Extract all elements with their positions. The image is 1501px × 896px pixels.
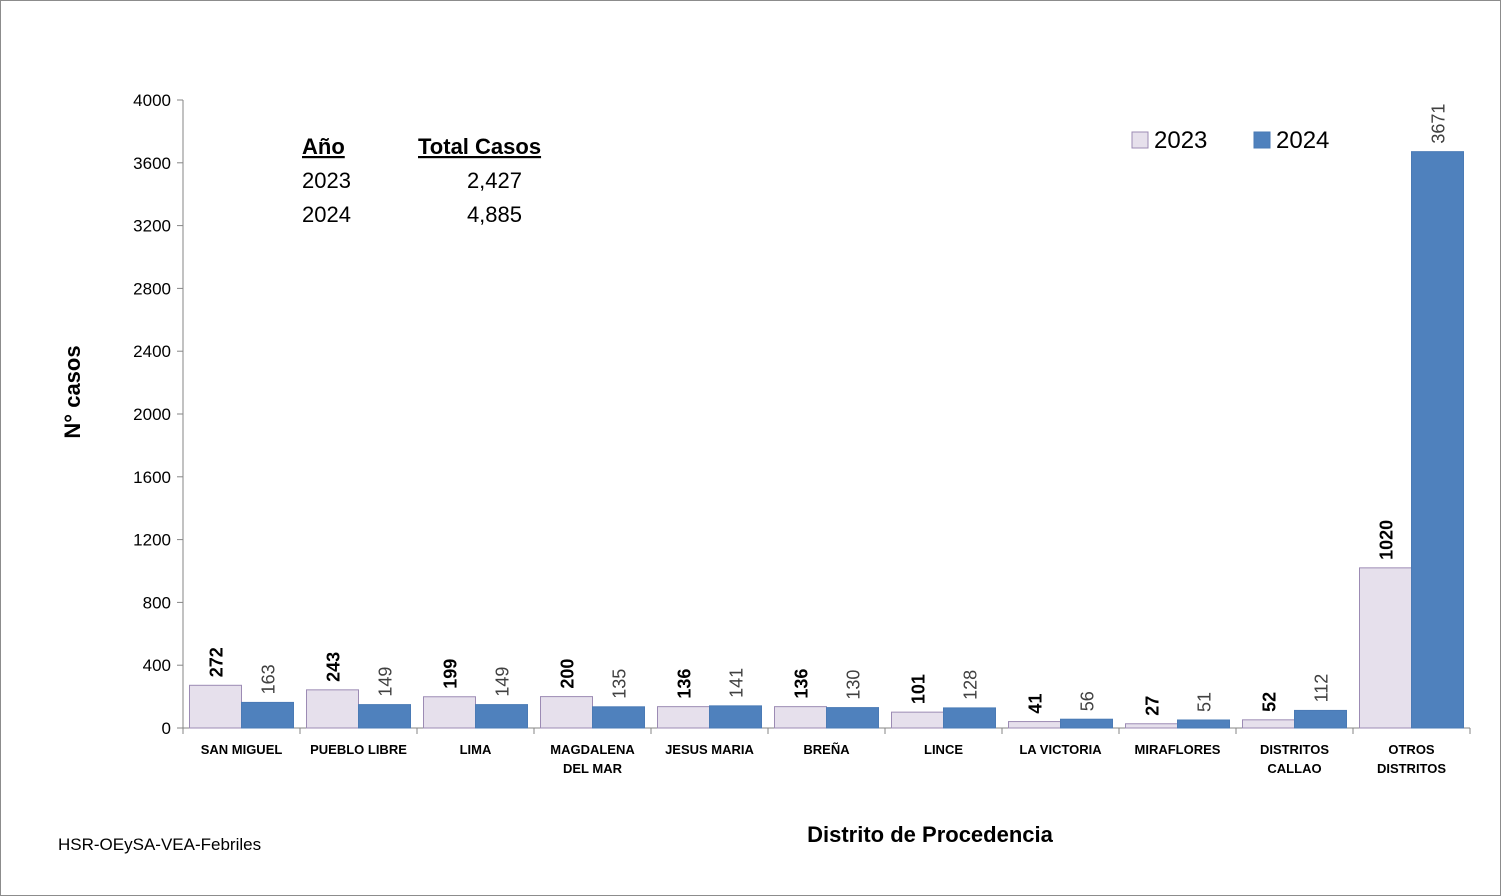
data-label: 199: [441, 659, 461, 689]
legend-swatch: [1253, 131, 1271, 149]
x-tick-label: LIMA: [460, 742, 492, 757]
legend-label: 2023: [1154, 127, 1207, 154]
data-label: 1020: [1377, 520, 1397, 560]
y-tick-label: 400: [143, 656, 171, 675]
bar: [774, 706, 827, 729]
data-label: 128: [961, 670, 981, 700]
data-label: 112: [1312, 674, 1332, 703]
x-tick-label: JESUS MARIA: [665, 742, 754, 757]
bar: [709, 705, 762, 729]
table-cell: 4,885: [467, 202, 522, 227]
y-tick-label: 3600: [133, 154, 171, 173]
x-tick-label: LINCE: [924, 742, 963, 757]
x-tick-label: LA VICTORIA: [1019, 742, 1102, 757]
y-tick-label: 1200: [133, 531, 171, 550]
data-label: 3671: [1429, 104, 1449, 144]
y-tick-label: 4000: [133, 91, 171, 110]
bar: [540, 696, 593, 729]
y-tick-label: 800: [143, 593, 171, 612]
data-label: 136: [792, 669, 812, 699]
x-tick-label: SAN MIGUEL: [201, 742, 283, 757]
legend-swatch: [1131, 131, 1149, 149]
data-label: 136: [675, 669, 695, 699]
x-tick-label: DISTRITOS CALLAO: [1260, 742, 1329, 776]
table-cell: 2,427: [467, 168, 522, 193]
x-tick-label: OTROS DISTRITOS: [1377, 742, 1446, 776]
y-tick-label: 2000: [133, 405, 171, 424]
table-cell: 2023: [302, 168, 351, 193]
data-label: 56: [1078, 691, 1098, 711]
data-label: 135: [610, 669, 630, 699]
table-header: Año: [302, 134, 345, 159]
x-tick-label: PUEBLO LIBRE: [310, 742, 407, 757]
table-cell: 2024: [302, 202, 351, 227]
bar: [943, 707, 996, 729]
bar: [1359, 567, 1412, 729]
data-label: 272: [207, 647, 227, 677]
bar: [306, 689, 359, 729]
bar: [241, 701, 294, 729]
data-label: 243: [324, 652, 344, 682]
bar: [826, 707, 879, 729]
data-label: 52: [1260, 692, 1280, 712]
y-tick-label: 1600: [133, 468, 171, 487]
y-axis-label: N° casos: [60, 345, 85, 438]
bar: [592, 706, 645, 729]
data-label: 41: [1026, 694, 1046, 714]
legend-label: 2024: [1276, 127, 1329, 154]
data-label: 51: [1195, 692, 1215, 712]
data-label: 27: [1143, 696, 1163, 716]
y-tick-label: 3200: [133, 217, 171, 236]
y-tick-label: 2400: [133, 342, 171, 361]
bar: [891, 711, 944, 729]
bar: [1008, 721, 1061, 729]
x-tick-label: BREÑA: [803, 742, 850, 757]
x-tick-label: MAGDALENA DEL MAR: [550, 742, 635, 776]
bar: [1060, 718, 1113, 729]
source: HSR-OEySA-VEA-Febriles: [58, 835, 261, 854]
data-label: 141: [727, 668, 747, 698]
bar: [358, 704, 411, 729]
table-header: Total Casos: [418, 134, 541, 159]
data-label: 149: [493, 667, 513, 697]
x-tick-label: MIRAFLORES: [1135, 742, 1221, 757]
data-label: 163: [259, 664, 279, 694]
bar: [1411, 151, 1464, 729]
bar: [1294, 709, 1347, 729]
bar: [423, 696, 476, 729]
x-axis-label: Distrito de Procedencia: [807, 822, 1054, 847]
bar: [1177, 719, 1230, 729]
bar: [475, 704, 528, 729]
bar: [189, 684, 242, 729]
bar: [1242, 719, 1295, 729]
data-label: 130: [844, 670, 864, 700]
data-label: 101: [909, 674, 929, 704]
data-label: 200: [558, 659, 578, 689]
y-tick-label: 0: [162, 719, 171, 738]
bar: [657, 706, 710, 729]
y-tick-label: 2800: [133, 279, 171, 298]
bar: [1125, 723, 1178, 729]
data-label: 149: [376, 667, 396, 697]
